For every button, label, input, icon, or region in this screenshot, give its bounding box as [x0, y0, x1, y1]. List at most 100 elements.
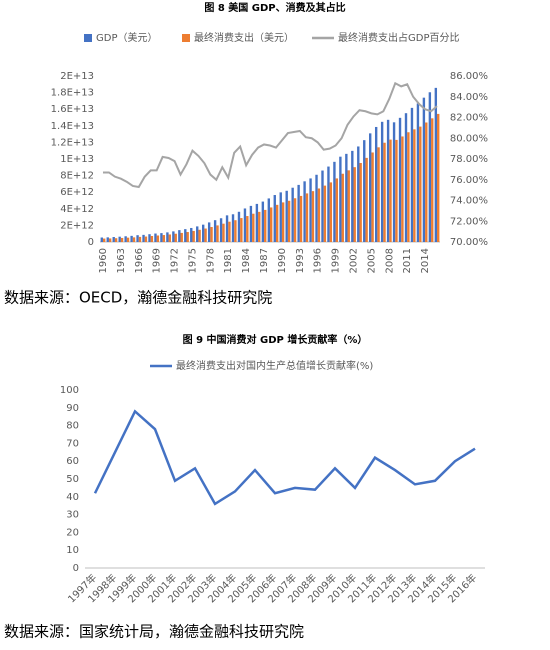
bar [190, 227, 193, 242]
bar [240, 218, 243, 242]
bar [273, 195, 276, 242]
bar [156, 235, 160, 242]
bar [285, 190, 288, 242]
bar [148, 234, 151, 242]
bar [210, 227, 213, 242]
x-tick-label: 1984 [241, 248, 252, 273]
bar [437, 113, 440, 242]
y-tick-label: 60 [66, 456, 79, 467]
y-tick-label: 50 [66, 474, 79, 485]
y-tick-label: 1E+13 [60, 154, 94, 165]
y2-tick-label: 80.00% [450, 133, 488, 144]
x-tick-label: 1966 [134, 248, 145, 273]
x-tick-label: 2002 [349, 248, 360, 273]
bar [261, 201, 265, 242]
bar [347, 170, 350, 242]
y-tick-label: 6E+12 [60, 187, 94, 198]
y-tick-label: 0 [88, 237, 94, 248]
bar [315, 174, 318, 242]
bar [132, 237, 136, 242]
bar [329, 182, 333, 242]
bar [142, 234, 145, 242]
x-tick-label: 1993 [295, 248, 306, 273]
bar [160, 233, 163, 242]
bar [225, 215, 229, 242]
bar [108, 238, 112, 242]
bar [258, 211, 261, 242]
bar [196, 226, 199, 242]
y-tick-label: 80 [66, 421, 79, 432]
bar [234, 220, 237, 242]
bar [204, 228, 207, 242]
bar [305, 193, 309, 242]
bar [371, 152, 374, 242]
bar [413, 129, 416, 242]
y2-tick-label: 78.00% [450, 154, 488, 165]
y-tick-label: 8E+12 [60, 171, 94, 182]
bar [192, 230, 195, 242]
bar [178, 230, 181, 242]
bar [106, 237, 109, 242]
bar [317, 188, 321, 242]
y2-tick-label: 72.00% [450, 216, 488, 227]
bar [267, 198, 270, 242]
x-tick-label: 1963 [116, 248, 127, 273]
bar [252, 213, 255, 242]
bar [392, 122, 396, 242]
y-tick-label: 30 [66, 510, 79, 521]
bar [138, 236, 142, 242]
bar [281, 202, 285, 242]
bar [207, 222, 211, 242]
chart-title: 图 9 中国消费对 GDP 增长贡献率（%） [183, 333, 368, 346]
bar [246, 216, 249, 242]
y2-tick-label: 74.00% [450, 196, 488, 207]
bar [353, 167, 356, 242]
bar [198, 229, 201, 242]
bar [323, 185, 327, 242]
bar [380, 121, 384, 242]
bar [150, 235, 154, 242]
bar [425, 122, 428, 242]
bar [222, 223, 225, 242]
y-tick-label: 2E+12 [60, 220, 94, 231]
legend-swatch [182, 34, 190, 42]
bar [275, 204, 279, 242]
bar [359, 162, 362, 242]
bar [333, 161, 336, 242]
bar [369, 133, 372, 242]
bar [219, 218, 223, 242]
bar [345, 153, 348, 242]
bar [422, 97, 426, 243]
y-tick-label: 10 [66, 545, 79, 556]
bar [100, 237, 103, 242]
bar [419, 126, 422, 242]
bar [401, 136, 404, 242]
bar [228, 221, 231, 242]
bar [389, 139, 392, 242]
bar [162, 235, 166, 242]
bar [357, 146, 360, 242]
y-tick-label: 90 [66, 403, 79, 414]
y2-tick-label: 84.00% [450, 92, 488, 103]
bar [172, 231, 175, 242]
bar [255, 203, 259, 242]
bar [112, 237, 115, 242]
bar [264, 209, 267, 242]
bar [102, 238, 106, 242]
legend-label: GDP（美元） [96, 31, 157, 44]
y-tick-label: 100 [60, 385, 79, 396]
bar [386, 119, 390, 242]
x-tick-label: 2014 [420, 248, 431, 273]
source-note: 数据来源：国家统计局，瀚德金融科技研究院 [4, 623, 304, 641]
bar [202, 224, 205, 242]
y-tick-label: 20 [66, 527, 79, 538]
x-tick-label: 2005 [366, 248, 377, 273]
x-tick-label: 1969 [152, 248, 163, 273]
data-line [93, 409, 476, 506]
y-tick-label: 0 [73, 563, 79, 574]
bar [351, 150, 354, 242]
y-tick-label: 1.2E+13 [51, 137, 94, 148]
y-tick-label: 40 [66, 492, 79, 503]
bar [154, 233, 157, 242]
x-tick-label: 1987 [259, 248, 270, 273]
